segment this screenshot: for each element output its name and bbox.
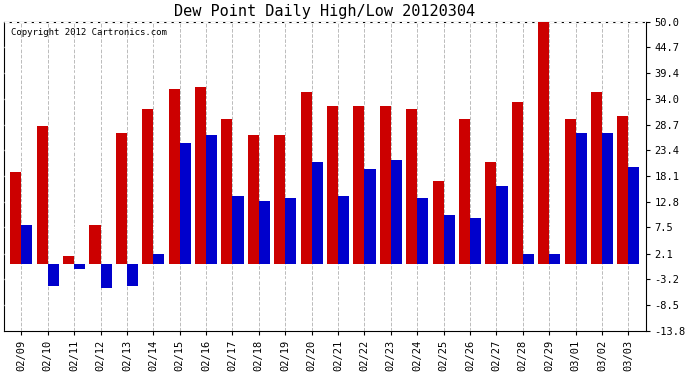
Bar	[48, 264, 59, 285]
Bar	[602, 133, 613, 264]
Title: Dew Point Daily High/Low 20120304: Dew Point Daily High/Low 20120304	[175, 4, 475, 19]
Text: Copyright 2012 Cartronics.com: Copyright 2012 Cartronics.com	[10, 28, 166, 37]
Bar	[591, 92, 602, 264]
Bar	[444, 215, 455, 264]
Bar	[564, 118, 575, 264]
Bar	[485, 162, 496, 264]
Bar	[21, 225, 32, 264]
Bar	[327, 106, 338, 264]
Bar	[364, 170, 375, 264]
Bar	[470, 218, 481, 264]
Bar	[391, 160, 402, 264]
Bar	[380, 106, 391, 264]
Bar	[549, 254, 560, 264]
Bar	[37, 126, 48, 264]
Bar	[90, 225, 101, 264]
Bar	[221, 118, 233, 264]
Bar	[259, 201, 270, 264]
Bar	[417, 198, 428, 264]
Bar	[496, 186, 508, 264]
Bar	[153, 254, 164, 264]
Bar	[10, 172, 21, 264]
Bar	[538, 22, 549, 264]
Bar	[353, 106, 364, 264]
Bar	[301, 92, 312, 264]
Bar	[618, 116, 629, 264]
Bar	[233, 196, 244, 264]
Bar	[406, 109, 417, 264]
Bar	[274, 135, 285, 264]
Bar	[433, 182, 444, 264]
Bar	[285, 198, 296, 264]
Bar	[523, 254, 534, 264]
Bar	[179, 143, 190, 264]
Bar	[142, 109, 153, 264]
Bar	[338, 196, 349, 264]
Bar	[459, 118, 470, 264]
Bar	[168, 90, 179, 264]
Bar	[195, 87, 206, 264]
Bar	[575, 133, 586, 264]
Bar	[101, 264, 112, 288]
Bar	[312, 162, 323, 264]
Bar	[74, 264, 85, 268]
Bar	[127, 264, 138, 285]
Bar	[248, 135, 259, 264]
Bar	[512, 102, 523, 264]
Bar	[116, 133, 127, 264]
Bar	[206, 135, 217, 264]
Bar	[63, 256, 74, 264]
Bar	[629, 167, 640, 264]
